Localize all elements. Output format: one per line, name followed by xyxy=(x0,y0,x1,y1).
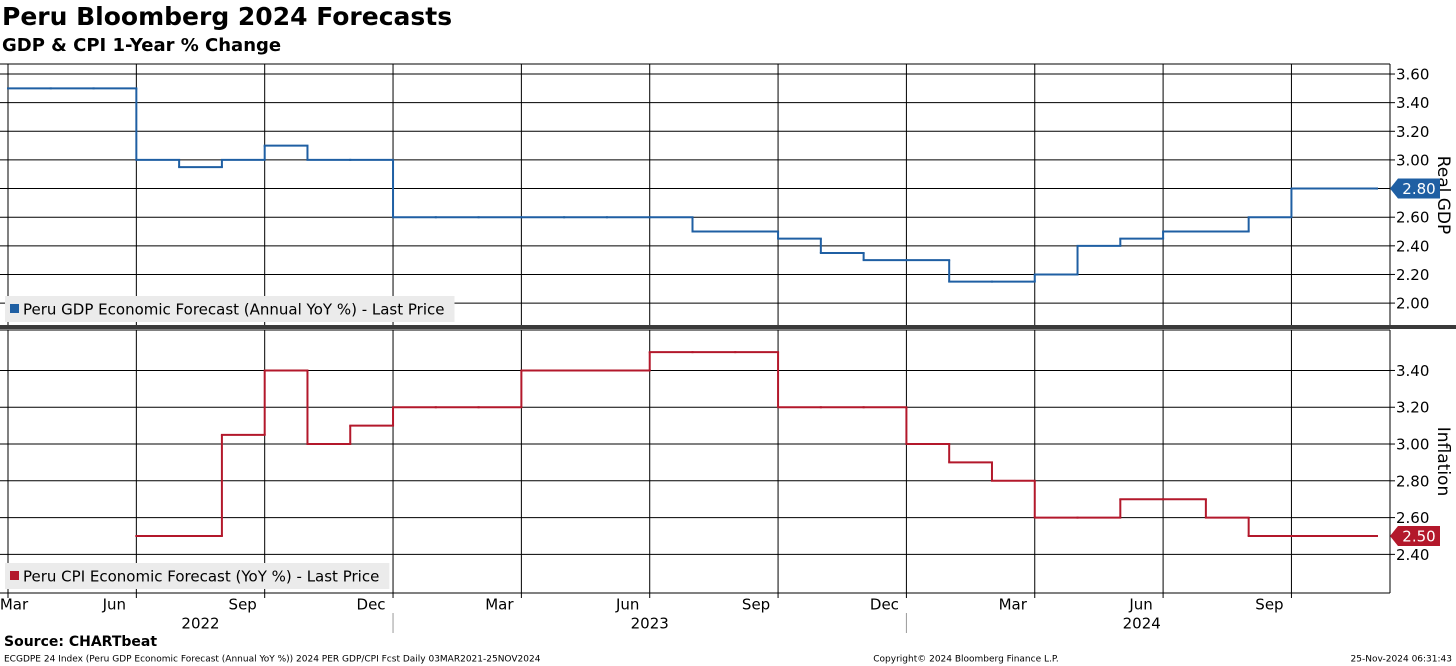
x-tick-label: Jun xyxy=(1128,596,1152,614)
y-tick-label: 3.40 xyxy=(1396,362,1429,380)
y-tick-label: 3.00 xyxy=(1396,151,1429,169)
x-tick-label: Dec xyxy=(357,596,386,614)
y-axis-title: Real GDP xyxy=(1433,156,1453,235)
x-tick-label: Mar xyxy=(485,596,514,614)
x-tick-label: Dec xyxy=(870,596,899,614)
y-tick-label: 3.20 xyxy=(1396,123,1429,141)
legend-label: Peru GDP Economic Forecast (Annual YoY %… xyxy=(23,301,445,319)
y-tick-label: 2.60 xyxy=(1396,209,1429,227)
y-tick-label: 3.60 xyxy=(1396,66,1429,84)
x-tick-label: Jun xyxy=(615,596,639,614)
x-tick-label: Jun xyxy=(102,596,126,614)
chart-subtitle: GDP & CPI 1-Year % Change xyxy=(2,35,281,56)
y-tick-label: 2.00 xyxy=(1396,295,1429,313)
source: Source: CHARTbeat xyxy=(4,634,157,650)
x-tick-label: Sep xyxy=(742,596,770,614)
last-value-label: 2.50 xyxy=(1402,527,1435,545)
last-value-label: 2.80 xyxy=(1402,180,1435,198)
y-tick-label: 3.20 xyxy=(1396,399,1429,417)
footer-left: ECGDPE 24 Index (Peru GDP Economic Forec… xyxy=(4,655,541,665)
last-value-box xyxy=(1390,178,1440,199)
y-tick-label: 2.80 xyxy=(1396,472,1429,490)
x-group-label: 2024 xyxy=(1123,615,1161,633)
panel-separator xyxy=(0,325,1456,329)
last-value-box xyxy=(1390,525,1440,546)
footer-right: 25-Nov-2024 06:31:43 xyxy=(1351,655,1452,665)
legend-swatch xyxy=(10,571,19,580)
x-group-label: 2023 xyxy=(631,615,669,633)
legend: Peru GDP Economic Forecast (Annual YoY %… xyxy=(5,296,455,322)
x-tick-label: Sep xyxy=(1255,596,1283,614)
legend-label: Peru CPI Economic Forecast (YoY %) - Las… xyxy=(23,568,379,586)
y-tick-label: 2.40 xyxy=(1396,546,1429,564)
legend-box xyxy=(5,296,455,322)
y-tick-label: 2.20 xyxy=(1396,266,1429,284)
legend: Peru CPI Economic Forecast (YoY %) - Las… xyxy=(5,563,390,589)
x-tick-label: Mar xyxy=(999,596,1028,614)
y-tick-label: 2.40 xyxy=(1396,237,1429,255)
chart-title: Peru Bloomberg 2024 Forecasts xyxy=(2,2,452,31)
y-tick-label: 2.60 xyxy=(1396,509,1429,527)
y-tick-label: 3.00 xyxy=(1396,436,1429,454)
x-tick-label: Sep xyxy=(229,596,257,614)
footer-center: Copyright© 2024 Bloomberg Finance L.P. xyxy=(873,655,1058,665)
x-group-label: 2022 xyxy=(181,615,219,633)
y-axis-title: Inflation xyxy=(1433,427,1453,496)
x-tick-label: Mar xyxy=(0,596,29,614)
legend-swatch xyxy=(10,304,19,313)
legend-box xyxy=(5,563,390,589)
y-tick-label: 3.40 xyxy=(1396,94,1429,112)
